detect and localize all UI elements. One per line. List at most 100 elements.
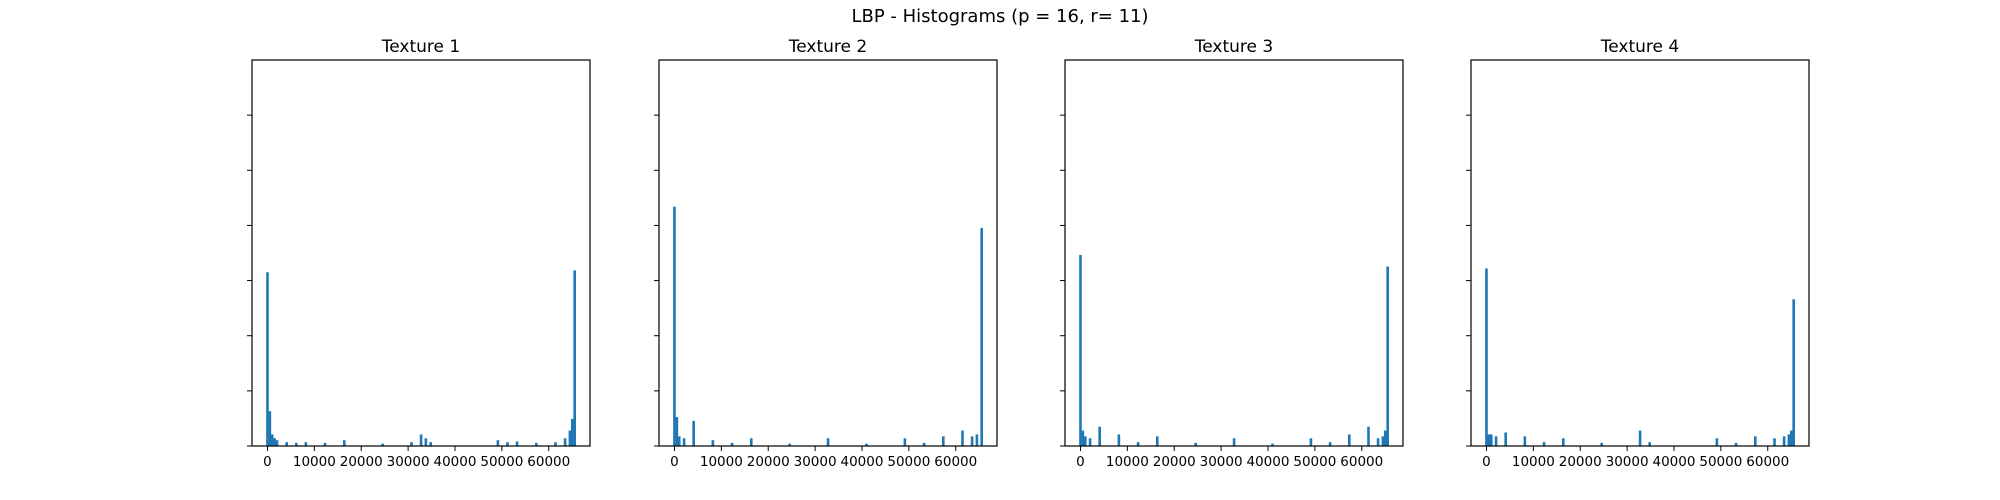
- histogram-bar: [342, 440, 346, 446]
- histogram-bar: [903, 438, 907, 446]
- histogram-bar: [1600, 442, 1603, 446]
- histogram-bar: [1271, 443, 1274, 446]
- histogram-bar: [424, 438, 428, 446]
- histogram-bar: [1136, 442, 1140, 446]
- axes-frame: [1064, 59, 1404, 447]
- subplot-title: Texture 4: [1600, 37, 1679, 57]
- histogram-bar: [1648, 442, 1651, 446]
- histogram-bar: [1787, 434, 1791, 446]
- histogram-bar: [730, 442, 734, 446]
- histogram-bar: [677, 436, 681, 446]
- histogram-bar: [573, 270, 576, 446]
- histogram-bar: [1542, 442, 1546, 446]
- subplot-title: Texture 3: [1194, 37, 1273, 57]
- x-tick-label: 0: [263, 454, 272, 470]
- histogram-bar: [381, 443, 384, 446]
- histogram-bar: [506, 442, 509, 446]
- histogram-bar: [826, 438, 830, 446]
- x-tick-label: 30000: [387, 454, 430, 470]
- histogram-bar: [275, 440, 279, 446]
- histogram-bar: [1367, 426, 1370, 446]
- x-tick-label: 20000: [1153, 454, 1196, 470]
- histogram-bar: [711, 440, 715, 446]
- histogram-bar: [975, 434, 979, 446]
- axes-frame: [658, 59, 998, 447]
- histogram-bar: [942, 436, 945, 446]
- x-tick-label: 20000: [747, 454, 790, 470]
- subplots: Texture 10 10000 20000 30000 40000 50000 60000…: [247, 37, 1810, 470]
- histogram-bar: [410, 442, 413, 446]
- histogram-bar: [922, 442, 926, 446]
- histogram-bar: [980, 227, 983, 446]
- histogram-bar: [1376, 438, 1380, 446]
- x-tick-label: 60000: [934, 454, 977, 470]
- subplot-2: Texture 2 0 10000 20000 30000 40000 50000 60000: [654, 37, 998, 470]
- histogram-bar: [1384, 430, 1387, 446]
- histogram-bar: [563, 438, 567, 446]
- x-tick-label: 50000: [1699, 454, 1742, 470]
- x-tick-label: 10000: [1512, 454, 1555, 470]
- histogram-bar: [1790, 430, 1793, 446]
- histogram-bar: [294, 442, 298, 446]
- histogram-bar: [1489, 434, 1493, 446]
- histogram-bar: [1328, 442, 1332, 446]
- x-tick-label: 10000: [700, 454, 743, 470]
- x-tick-label: 20000: [340, 454, 383, 470]
- subplot-4: Texture 4 0 10000 20000 30000 40000 50000 60000: [1466, 37, 1810, 470]
- subplot-title: Texture 2: [788, 37, 867, 57]
- histogram-bar: [1348, 434, 1351, 446]
- histogram-bar: [1088, 438, 1092, 446]
- histogram-bar: [673, 206, 676, 446]
- histogram-bar: [1117, 434, 1121, 446]
- x-tick-label: 10000: [293, 454, 336, 470]
- histogram-bar: [419, 434, 423, 446]
- histogram-bar: [1504, 432, 1507, 446]
- x-tick-label: 60000: [1340, 454, 1383, 470]
- x-tick-label: 20000: [1559, 454, 1602, 470]
- histogram-bar: [788, 443, 791, 446]
- histogram-bar: [961, 430, 964, 446]
- histogram-bar: [1079, 254, 1082, 446]
- histogram-bar: [571, 418, 574, 446]
- histogram-bar: [266, 272, 269, 446]
- histogram-bar: [1194, 442, 1197, 446]
- x-tick-label: 40000: [1653, 454, 1696, 470]
- x-tick-label: 60000: [1746, 454, 1789, 470]
- histogram-bar: [865, 443, 868, 446]
- x-tick-label: 30000: [794, 454, 837, 470]
- x-tick-label: 0: [1076, 454, 1085, 470]
- x-tick-label: 10000: [1106, 454, 1149, 470]
- histogram-bar: [268, 411, 272, 446]
- histogram-bar: [692, 420, 695, 446]
- figure-suptitle: LBP - Histograms (p = 16, r= 11): [851, 6, 1148, 27]
- subplot-3: Texture 3 0 10000 20000 30000 40000 50000 60000: [1060, 37, 1404, 470]
- x-tick-label: 50000: [1293, 454, 1336, 470]
- histogram-bar: [429, 442, 432, 446]
- histogram-bar: [285, 442, 288, 446]
- x-tick-label: 50000: [887, 454, 930, 470]
- histogram-bar: [1155, 436, 1159, 446]
- histogram-bar: [1773, 438, 1776, 446]
- histogram-bar: [1487, 434, 1491, 446]
- histogram-bar: [682, 438, 686, 446]
- histogram-bar: [1782, 436, 1786, 446]
- histogram-bar: [323, 442, 327, 446]
- histogram-bar: [1386, 266, 1389, 446]
- axes-frame: [251, 59, 591, 447]
- x-tick-label: 60000: [527, 454, 570, 470]
- histogram-bar: [1523, 436, 1527, 446]
- x-tick-label: 40000: [434, 454, 477, 470]
- histogram-bar: [1494, 436, 1498, 446]
- histogram-bar: [270, 434, 274, 446]
- histogram-bar: [496, 440, 500, 446]
- histogram-bar: [1638, 430, 1642, 446]
- x-tick-label: 30000: [1200, 454, 1243, 470]
- histogram-bar: [749, 438, 753, 446]
- x-tick-label: 30000: [1606, 454, 1649, 470]
- histogram-bar: [1754, 436, 1757, 446]
- subplot-1: Texture 1 0 10000 20000 30000 40000 50000 60000: [247, 37, 591, 470]
- histogram-bar: [1309, 438, 1313, 446]
- histogram-bar: [1792, 299, 1795, 446]
- histogram-bar: [1083, 436, 1087, 446]
